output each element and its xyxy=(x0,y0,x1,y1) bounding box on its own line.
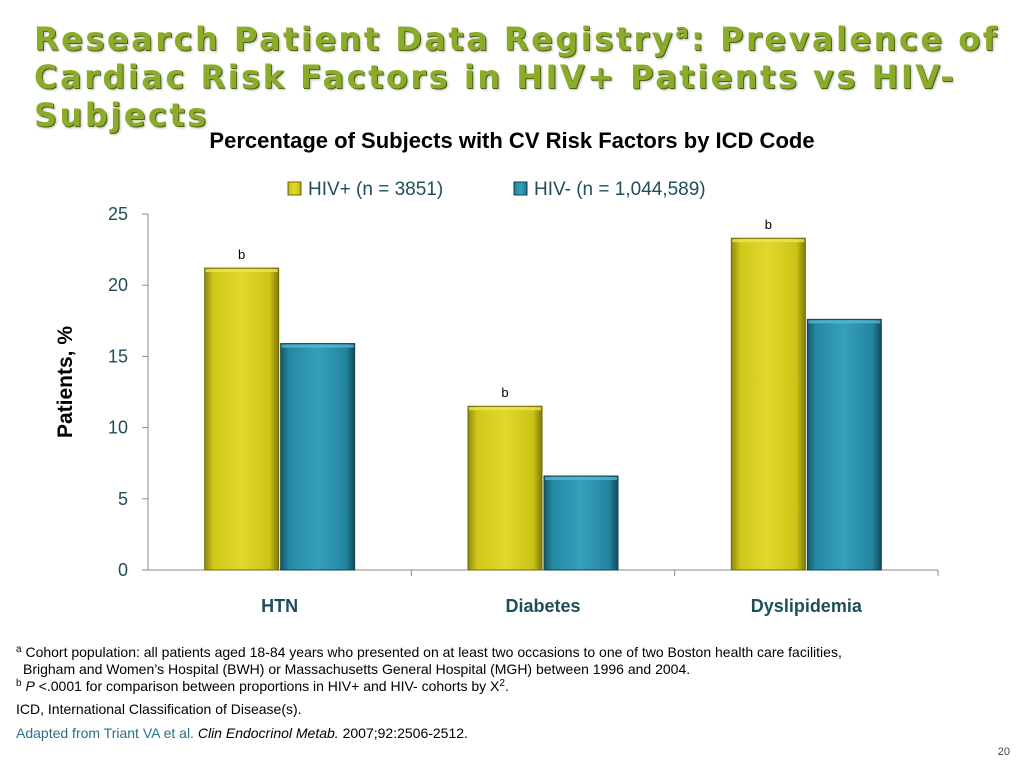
slide-title: Research Patient Data Registrya: Prevale… xyxy=(34,20,1014,134)
footnote-b-p: P xyxy=(25,678,35,694)
category-label: Diabetes xyxy=(505,596,580,616)
footnote-a-line1: Cohort population: all patients aged 18-… xyxy=(25,644,842,660)
slide-title-rest: : Prevalence of Cardiac Risk Factors in … xyxy=(34,20,1000,134)
legend-label-hiv-negative: HIV- (n = 1,044,589) xyxy=(534,179,706,200)
footnote-a-continued: Brigham and Women’s Hospital (BWH) or Ma… xyxy=(23,661,691,677)
footnote-b-end: . xyxy=(504,678,509,694)
citation-journal: Clin Endocrinol Metab. xyxy=(197,725,339,741)
significance-marker: b xyxy=(238,247,245,262)
citation: Adapted from Triant VA et al. Clin Endoc… xyxy=(16,725,1006,742)
y-tick-label: 10 xyxy=(108,418,128,438)
bar-top-highlight xyxy=(732,239,805,243)
footnotes: a Cohort population: all patients aged 1… xyxy=(16,644,1006,742)
bar-hiv-negative-dyslipidemia xyxy=(806,318,882,571)
significance-marker: b xyxy=(765,217,772,232)
category-label: HTN xyxy=(261,596,298,616)
legend-label-hiv-positive: HIV+ (n = 3851) xyxy=(308,179,443,200)
y-tick-label: 20 xyxy=(108,275,128,295)
y-tick-label: 15 xyxy=(108,346,128,366)
bar-hiv-negative-htn xyxy=(280,343,356,571)
page-number: 20 xyxy=(997,746,1010,758)
slide-title-superscript: a xyxy=(675,19,692,43)
category-label: Dyslipidemia xyxy=(751,596,863,616)
bar-hiv-positive-dyslipidemia xyxy=(730,237,806,571)
footnote-b: b P <.0001 for comparison between propor… xyxy=(16,678,1006,695)
citation-ref: 2007;92:2506-2512. xyxy=(338,725,468,741)
bar-hiv-positive-diabetes xyxy=(467,405,543,571)
y-axis-label: Patients, % xyxy=(54,326,77,438)
bar-hiv-negative-diabetes xyxy=(543,475,619,571)
significance-marker: b xyxy=(501,385,508,400)
y-tick-label: 5 xyxy=(118,489,128,509)
footnote-icd: ICD, International Classification of Dis… xyxy=(16,701,302,717)
y-tick-label: 0 xyxy=(118,560,128,580)
bar-top-highlight xyxy=(205,269,278,273)
bar-top-highlight xyxy=(545,477,617,481)
footnote-a-marker: a xyxy=(16,644,22,655)
footnote-a: a Cohort population: all patients aged 1… xyxy=(16,644,1006,661)
slide-title-main: Research Patient Data Registry xyxy=(34,20,676,58)
legend-swatch-hiv-negative xyxy=(513,181,528,196)
footnote-b-marker: b xyxy=(16,678,22,689)
footnote-b-superscript: 2 xyxy=(499,678,505,689)
citation-source: Adapted from Triant VA et al. xyxy=(16,725,194,741)
bar-top-highlight xyxy=(281,344,354,348)
legend-swatch-hiv-positive xyxy=(287,181,302,196)
bar-top-highlight xyxy=(808,320,881,324)
bar-hiv-positive-htn xyxy=(204,267,280,571)
footnote-b-text: <.0001 for comparison between proportion… xyxy=(34,678,500,694)
y-tick-label: 25 xyxy=(108,204,128,224)
chart-title: Percentage of Subjects with CV Risk Fact… xyxy=(209,128,815,153)
bar-chart: 0 5 10 15 20 25 Patients, % b HTN b Diabetes b Dysl… xyxy=(54,179,939,616)
bar-top-highlight xyxy=(469,407,541,411)
